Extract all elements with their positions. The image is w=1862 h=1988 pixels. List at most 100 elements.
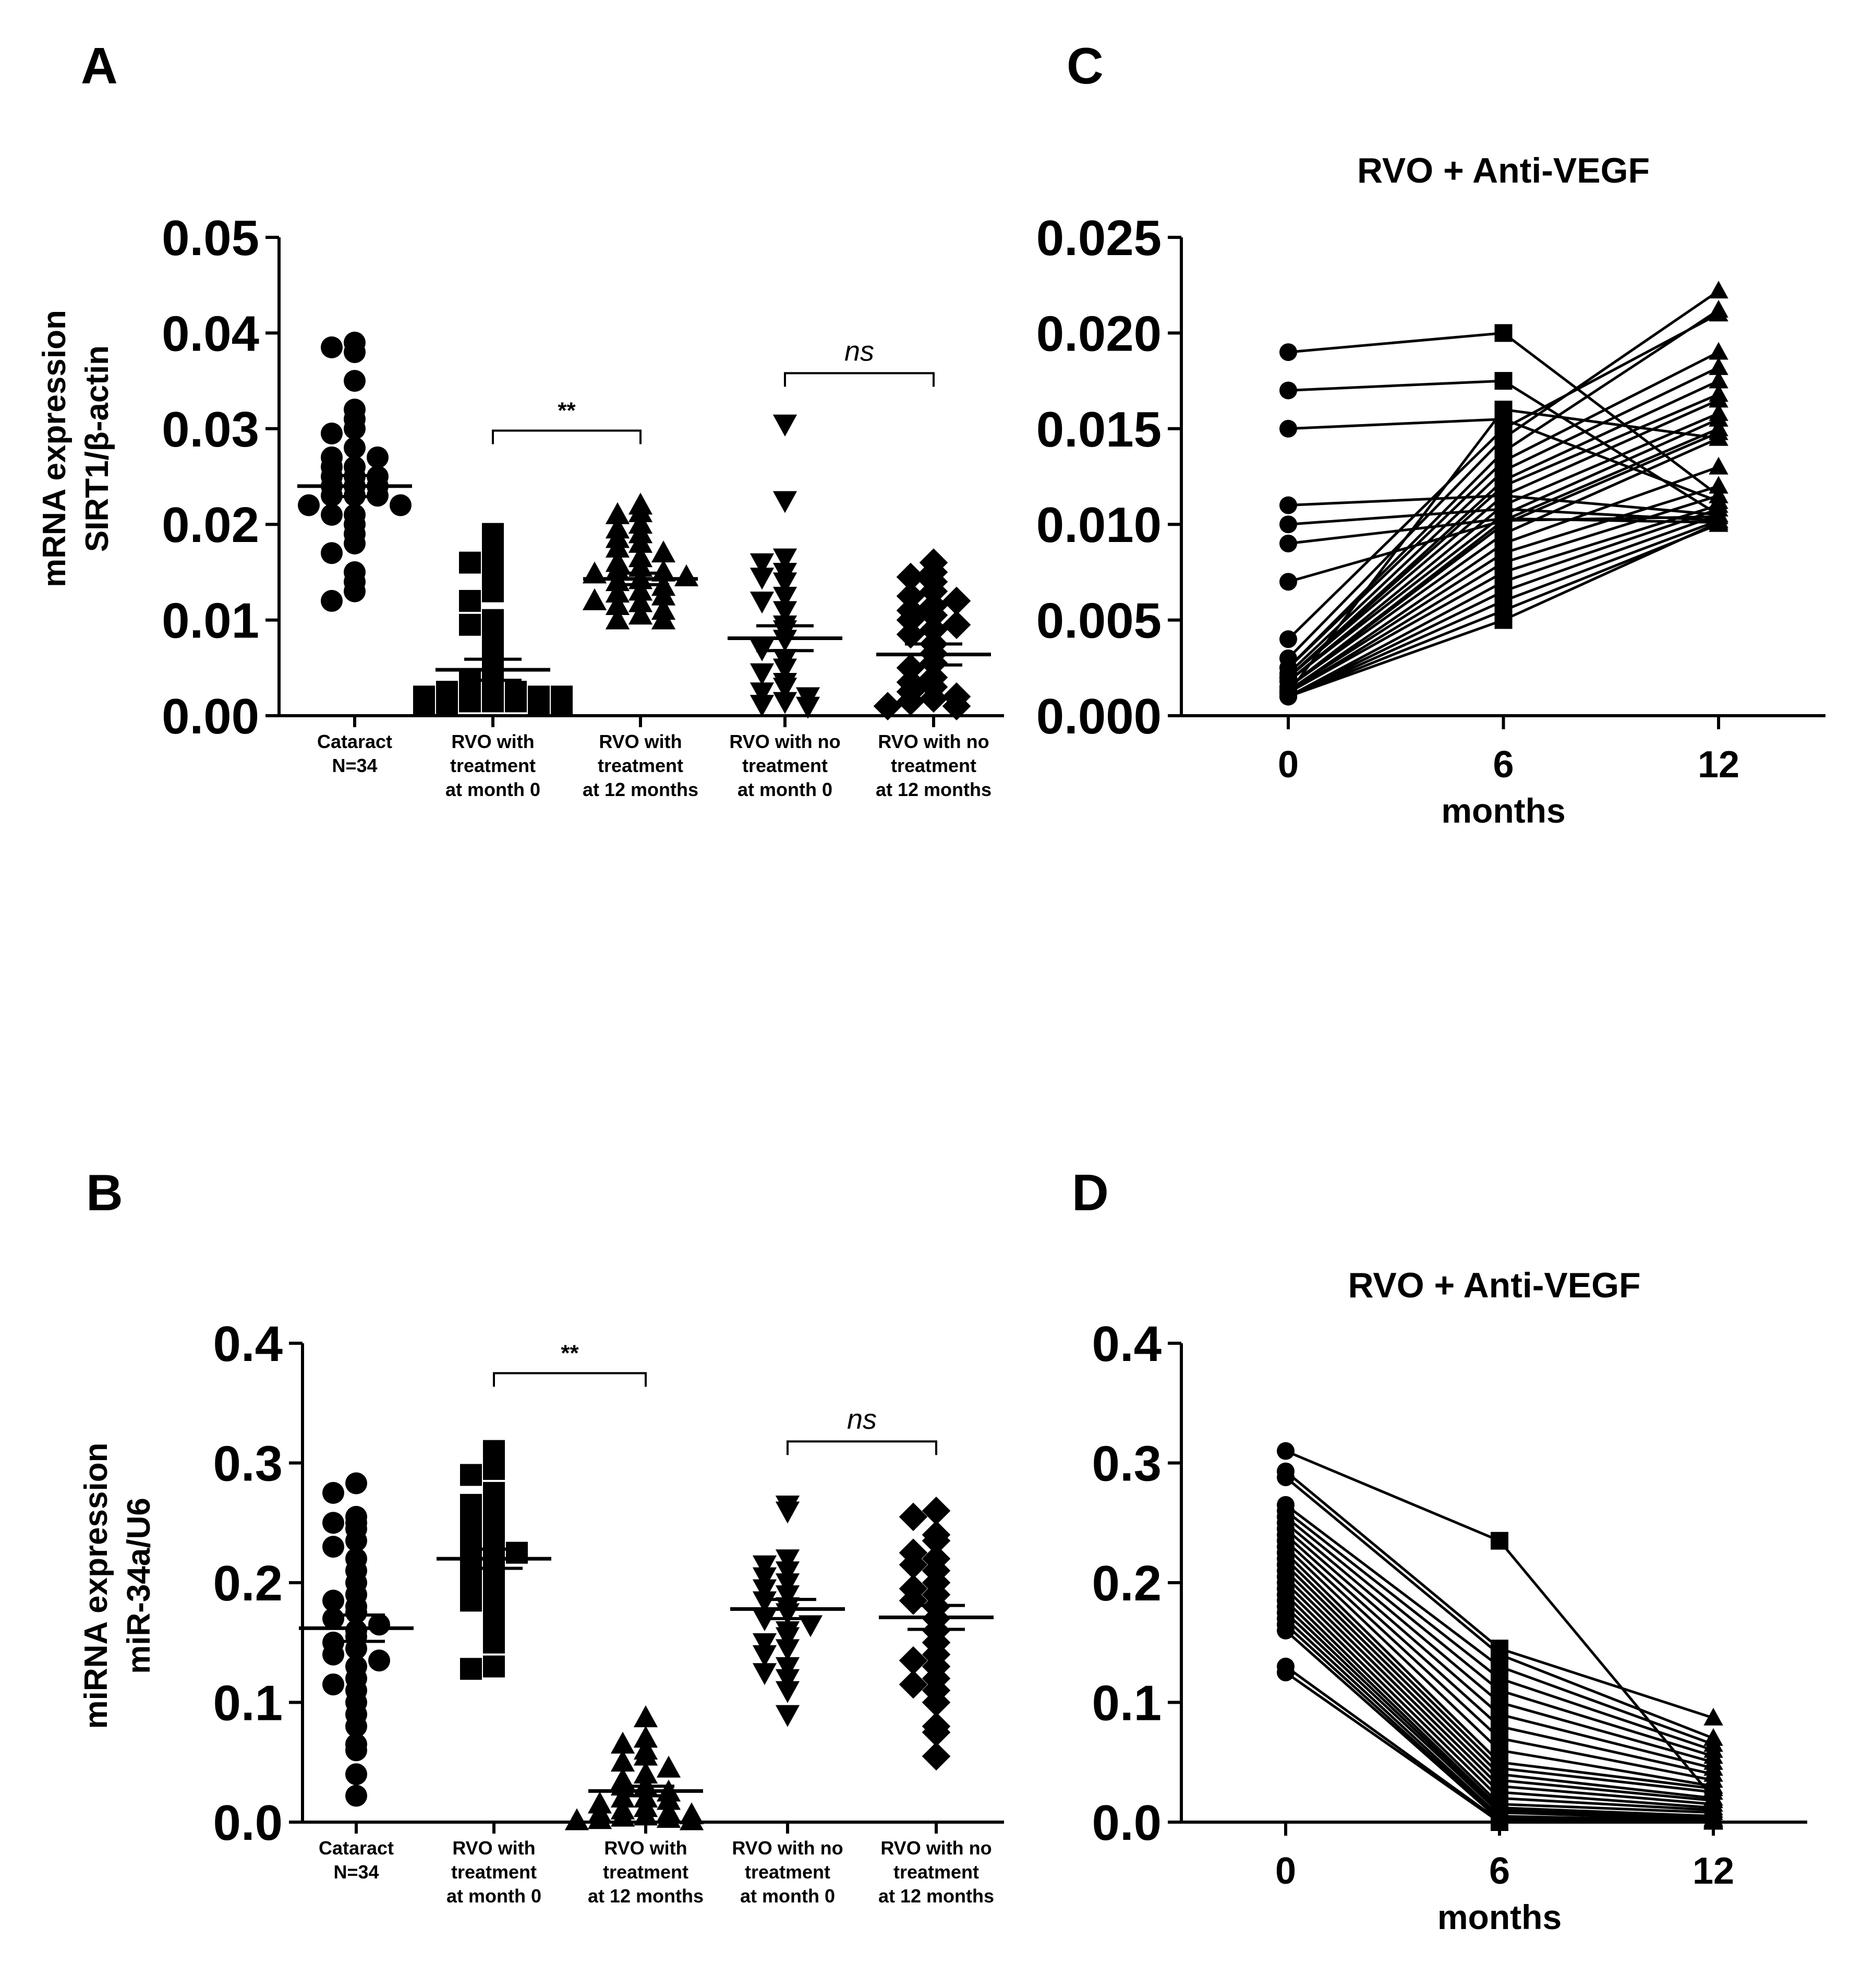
chart-panel-a: 0.00 0.01 0.02 0.03 0.04 0.05 mRNA expression S…: [37, 210, 1004, 800]
y-tick-label: 0.04: [162, 306, 259, 362]
x-category-label: at 12 months: [583, 779, 698, 800]
data-point-diamond: [919, 601, 948, 630]
data-point-triangle-down: [752, 1633, 777, 1655]
data-point-diamond: [919, 615, 948, 644]
x-category-label: at month 0: [740, 1885, 835, 1907]
data-point-triangle-up: [633, 1726, 658, 1748]
data-point-triangle-down: [775, 1627, 800, 1649]
x-category-label: treatment: [742, 755, 828, 776]
data-point-circle: [321, 589, 343, 612]
x-category-label: treatment: [893, 1861, 979, 1883]
x-category-label: at month 0: [445, 779, 540, 800]
y-tick-label: 0.3: [213, 1436, 283, 1492]
data-point-triangle-up: [610, 1804, 635, 1827]
y-tick-label: 0.020: [1036, 306, 1162, 362]
x-category-label: RVO with: [452, 1837, 535, 1859]
data-point-circle: [321, 503, 343, 526]
data-point-triangle-up: [610, 1750, 635, 1772]
data-point-triangle-down: [772, 572, 797, 595]
y-tick-label: 0.01: [162, 593, 259, 649]
data-point-circle: [1279, 343, 1297, 362]
x-tick-label: 0: [1275, 1850, 1296, 1892]
data-point-diamond: [899, 1586, 928, 1615]
data-point-square: [482, 690, 504, 713]
data-point-triangle-down: [772, 601, 797, 623]
data-point-triangle-up: [628, 590, 653, 612]
data-point-triangle-up: [628, 555, 653, 577]
data-point-circle: [1279, 381, 1297, 400]
x-category-label: N=34: [332, 755, 377, 776]
data-point-square: [1494, 324, 1513, 342]
x-category-label: Cataract: [319, 1837, 394, 1859]
y-tick-label: 0.4: [1092, 1316, 1162, 1372]
data-point-square: [460, 1589, 482, 1612]
data-point-square: [483, 1655, 505, 1678]
data-point-triangle-up: [628, 579, 653, 601]
data-point-triangle-down: [752, 1645, 777, 1667]
data-point-circle: [1279, 683, 1297, 702]
data-point-diamond: [896, 654, 925, 682]
data-point-triangle-down: [775, 1681, 800, 1703]
significance-label: ns: [844, 335, 874, 367]
data-point-diamond: [922, 1742, 951, 1771]
data-point-circle: [344, 437, 366, 459]
data-point-circle: [321, 542, 343, 564]
data-point-triangle-down: [775, 1573, 800, 1596]
data-point-triangle-up: [1709, 342, 1728, 360]
data-point-square: [459, 690, 481, 713]
data-point-triangle-down: [795, 696, 820, 719]
data-point-triangle-down: [772, 586, 797, 609]
data-point-triangle-down: [775, 1657, 800, 1679]
x-tick-label: 6: [1493, 744, 1514, 786]
data-point-diamond: [896, 620, 925, 649]
x-tick-label: 12: [1692, 1850, 1734, 1892]
chart-title: RVO + Anti-VEGF: [1348, 1266, 1640, 1305]
x-category-label: treatment: [451, 1861, 537, 1883]
data-point-square: [1494, 372, 1513, 390]
significance-bracket: [493, 1372, 647, 1387]
data-point-square: [482, 628, 504, 650]
data-point-triangle-down: [772, 414, 797, 437]
data-point-square: [436, 695, 458, 717]
data-point-circle: [345, 1529, 367, 1552]
data-point-square: [459, 589, 481, 612]
data-point-square: [551, 695, 573, 717]
data-point-triangle-down: [749, 682, 775, 705]
data-point-triangle-up: [1709, 370, 1728, 389]
x-category-label: at 12 months: [878, 1885, 994, 1907]
data-point-square: [482, 580, 504, 603]
chart-panel-d: 0.0 0.1 0.2 0.3 0.4 RVO + Anti-VEGF 0 6 12 months: [1092, 1266, 1807, 1936]
data-point-triangle-up: [605, 607, 630, 630]
significance-bracket: [784, 372, 935, 387]
data-point-circle: [345, 1601, 367, 1624]
x-category-label: RVO with no: [729, 731, 840, 752]
data-point-circle: [1277, 1621, 1295, 1640]
data-point-triangle-up: [1709, 512, 1728, 530]
chart-panel-b: 0.0 0.1 0.2 0.3 0.4 miRNA expression miR-34a/U…: [78, 1316, 1004, 1907]
data-point-diamond: [899, 1502, 928, 1532]
panel-letter-a: A: [81, 37, 118, 94]
data-point-triangle-up: [587, 1807, 612, 1829]
x-category-label: at 12 months: [588, 1885, 704, 1907]
data-point-triangle-up: [610, 1731, 635, 1754]
data-point-triangle-down: [749, 568, 775, 590]
data-point-triangle-up: [605, 535, 630, 558]
data-point-circle: [367, 446, 389, 468]
data-point-triangle-up: [633, 1743, 658, 1766]
data-point-circle: [322, 1536, 344, 1558]
data-point-circle: [1277, 1664, 1295, 1682]
data-point-diamond: [899, 1646, 928, 1675]
data-point-diamond: [896, 582, 925, 611]
data-point-triangle-down: [772, 658, 797, 681]
data-point-square: [1494, 401, 1513, 419]
data-point-circle: [345, 1472, 367, 1495]
x-category-label: RVO with no: [732, 1837, 843, 1859]
y-axis-label: miRNA expression: [78, 1443, 114, 1729]
significance-bracket: [492, 429, 642, 444]
data-point-circle: [368, 1613, 390, 1636]
data-point-circle: [322, 1643, 344, 1666]
y-axis-label: SIRT1/β-actin: [79, 345, 115, 552]
data-point-diamond: [922, 1497, 951, 1525]
data-point-triangle-down: [775, 1501, 800, 1524]
